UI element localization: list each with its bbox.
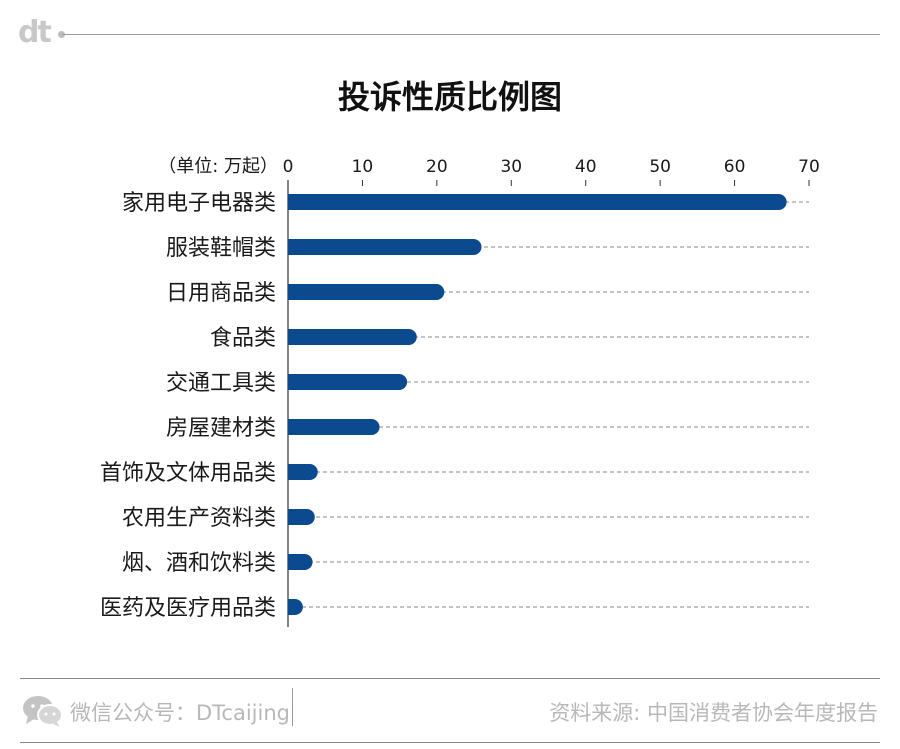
bar [288,554,313,570]
wechat-icon [23,696,63,727]
bar-chart: （单位: 万起） 0 10 20 30 40 50 60 70 家用电子电器类服装鞋帽类日用商品类… [100,156,820,627]
bar [288,194,787,210]
x-tick-label: 10 [352,157,374,177]
bar [288,329,417,345]
x-tick-label: 0 [283,157,294,177]
category-label: 首饰及文体用品类 [100,461,276,486]
chart-title: 投诉性质比例图 [337,78,562,116]
footer-bottom-rule [20,742,880,743]
bar [288,239,482,255]
dt-logo: dt [18,15,52,50]
header-rule [62,34,880,35]
x-tick-label: 20 [426,157,448,177]
bar [288,509,315,525]
footer-divider [292,688,293,726]
bar [288,599,303,615]
category-label: 食品类 [210,326,276,351]
footer-top-rule [20,678,880,679]
category-label: 交通工具类 [166,371,276,396]
wechat-account-label: 微信公众号：DTcaijing [70,701,290,725]
unit-label: （单位: 万起） [158,156,278,177]
category-label: 服装鞋帽类 [166,236,276,261]
bar [288,464,318,480]
bar [288,419,380,435]
x-tick-label: 30 [500,157,522,177]
category-label: 日用商品类 [166,281,276,306]
category-label: 农用生产资料类 [122,506,276,531]
category-label: 房屋建材类 [166,416,276,441]
x-tick-label: 70 [798,157,820,177]
x-tick-label: 40 [575,157,597,177]
bar [288,284,445,300]
category-label: 家用电子电器类 [122,191,276,216]
category-label: 烟、酒和饮料类 [122,551,276,576]
data-source: 资料来源: 中国消费者协会年度报告 [549,701,878,725]
category-label: 医药及医疗用品类 [100,596,276,621]
bar [288,374,408,390]
header-rule-dot [58,31,65,38]
x-tick-label: 50 [649,157,671,177]
x-tick-label: 60 [724,157,746,177]
